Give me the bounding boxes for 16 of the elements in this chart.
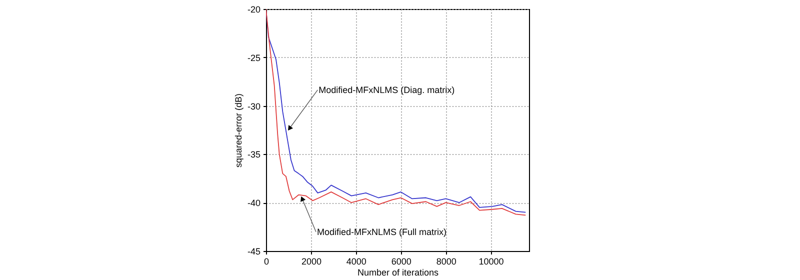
x-tick-label: 4000 [346,256,366,266]
y-tick-label: -30 [247,101,260,112]
y-axis-title: squared-error (dB) [233,93,244,168]
y-tick-label: -20 [247,4,260,14]
x-tick-label: 6000 [391,256,412,266]
x-tick-label: 10000 [478,256,504,266]
annotation: Modified-MFxNLMS (Full matrix) [316,226,446,237]
x-tick-label: 0 [264,256,270,266]
y-tick-label: -25 [247,52,260,63]
y-tick-label: -45 [247,246,260,256]
y-tick-label: -40 [247,198,260,208]
y-tick-label: -35 [247,150,260,160]
x-axis-title: Number of iterations [357,268,440,278]
annotation: Modified-MFxNLMS (Diag. matrix) [318,84,455,95]
x-tick-label: 8000 [436,256,456,266]
x-tick-label: 2000 [301,256,322,266]
